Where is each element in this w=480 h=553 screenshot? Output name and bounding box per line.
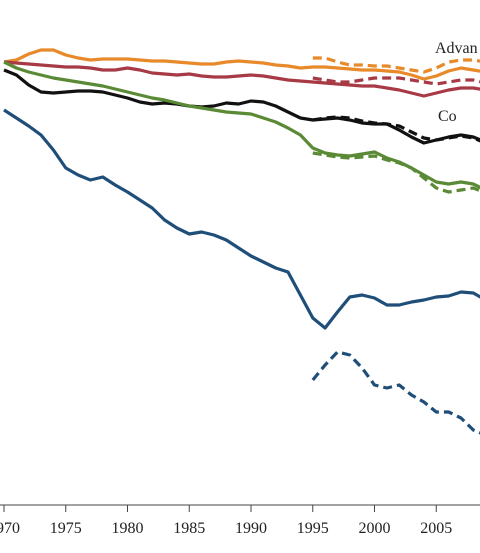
x-tick-label: 1980 (112, 520, 144, 537)
dashed-line (312, 115, 480, 143)
line (3, 60, 480, 98)
dashed-line (312, 151, 480, 194)
x-tick-label: 1990 (235, 520, 267, 537)
x-tick-label: 2000 (359, 520, 391, 537)
line (3, 48, 480, 81)
x-tick-label: 1995 (297, 520, 329, 537)
x-tick-label: 1970 (0, 520, 20, 537)
line (3, 68, 480, 145)
annotation: Advan (435, 40, 478, 57)
x-tick-label: 2005 (420, 520, 452, 537)
x-tick-label: 1975 (50, 520, 82, 537)
dashed-line (312, 56, 480, 74)
dashed-line (312, 76, 480, 86)
x-tick-label: 1985 (173, 520, 205, 537)
line (3, 108, 480, 330)
dashed-line (311, 350, 480, 435)
annotation: Co (438, 108, 457, 125)
